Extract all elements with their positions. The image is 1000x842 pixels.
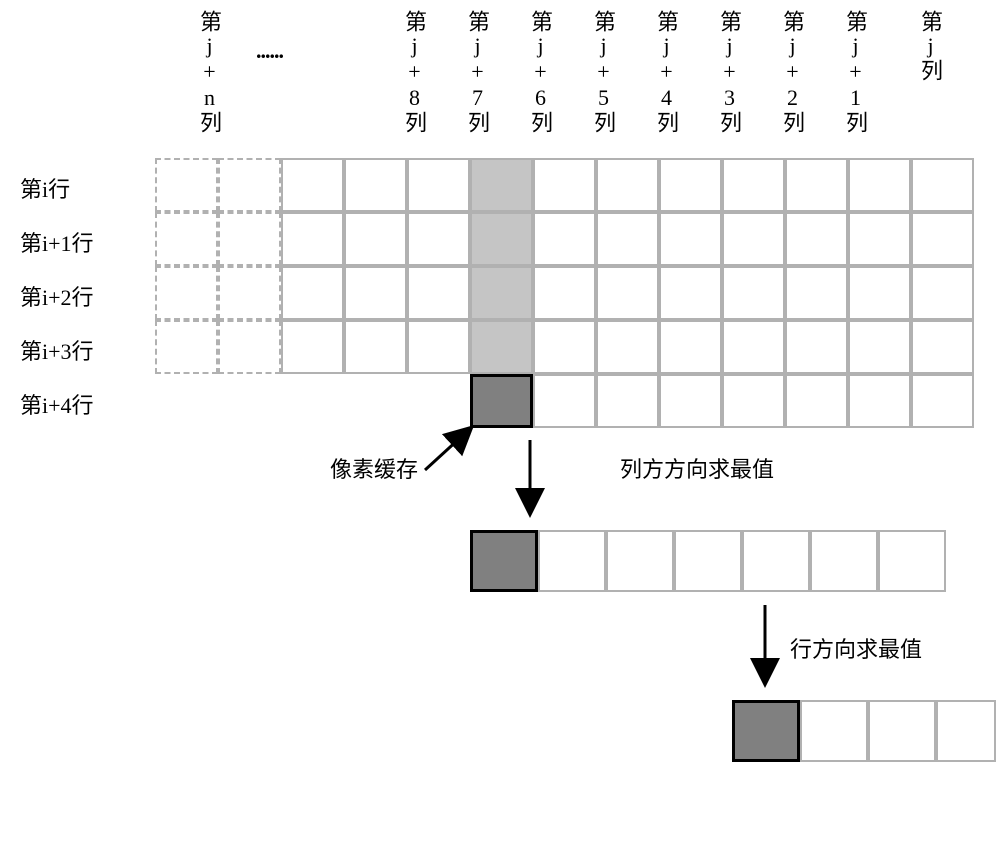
grid-cell: [911, 266, 974, 320]
grid-cell: [848, 212, 911, 266]
grid-cell-highlight: [470, 320, 533, 374]
grid-cell: [848, 374, 911, 428]
grid-cell: [344, 158, 407, 212]
grid-cell: [218, 320, 281, 374]
grid-cell: [848, 158, 911, 212]
col-header-j6: 第j+6列: [524, 10, 556, 134]
grid-cell: [659, 158, 722, 212]
row-header-i: 第i行: [20, 172, 70, 204]
grid-cell-highlight: [470, 266, 533, 320]
grid-cell: [344, 212, 407, 266]
grid-cell: [218, 158, 281, 212]
grid-cell: [722, 320, 785, 374]
row-header-i1: 第i+1行: [20, 226, 94, 258]
grid-cell: [281, 266, 344, 320]
grid-cell: [722, 212, 785, 266]
grid-cell: [596, 212, 659, 266]
col-header-j7: 第j+7列: [461, 10, 493, 134]
grid-cell: [155, 212, 218, 266]
grid-cell: [344, 266, 407, 320]
grid-cell: [722, 374, 785, 428]
grid-cell: [911, 212, 974, 266]
diagram-container: 第j+n列 ...... 第j+8列 第j+7列 第j+6列 第j+5列 第j+…: [0, 0, 1000, 842]
grid-cell: [218, 266, 281, 320]
grid-cell: [785, 266, 848, 320]
arrow-pixel-to-dark: [425, 427, 472, 470]
grid-cell: [281, 158, 344, 212]
col-header-j5: 第j+5列: [587, 10, 619, 134]
bot-cell: [868, 700, 936, 762]
col-header-j2: 第j+2列: [776, 10, 808, 134]
grid-cell: [911, 374, 974, 428]
grid-cell-dark: [470, 374, 533, 428]
grid-cell: [596, 158, 659, 212]
grid-cell: [344, 320, 407, 374]
grid-cell: [407, 266, 470, 320]
grid-cell: [155, 320, 218, 374]
grid-cell: [785, 320, 848, 374]
label-pixel-cache: 像素缓存: [330, 452, 418, 484]
grid-cell: [722, 158, 785, 212]
grid-cell: [659, 320, 722, 374]
mid-cell: [742, 530, 810, 592]
grid-cell: [848, 320, 911, 374]
grid-cell: [911, 158, 974, 212]
grid-cell-highlight: [470, 212, 533, 266]
mid-cell: [538, 530, 606, 592]
grid-cell: [155, 266, 218, 320]
grid-cell: [281, 320, 344, 374]
label-col-direction: 列方方向求最值: [620, 452, 774, 484]
mid-cell: [606, 530, 674, 592]
col-header-jn: 第j+n列: [193, 10, 225, 134]
grid-cell: [659, 374, 722, 428]
row-header-i2: 第i+2行: [20, 280, 94, 312]
grid-cell: [785, 158, 848, 212]
col-header-j4: 第j+4列: [650, 10, 682, 134]
grid-cell: [533, 212, 596, 266]
grid-cell: [407, 212, 470, 266]
col-header-j: 第j列: [914, 10, 946, 82]
label-row-direction: 行方向求最值: [790, 632, 922, 664]
bot-cell-dark: [732, 700, 800, 762]
grid-cell: [533, 320, 596, 374]
bot-cell: [800, 700, 868, 762]
grid-cell: [155, 158, 218, 212]
grid-cell-highlight: [470, 158, 533, 212]
grid-cell: [407, 320, 470, 374]
mid-cell: [878, 530, 946, 592]
col-header-j3: 第j+3列: [713, 10, 745, 134]
grid-cell: [785, 374, 848, 428]
grid-cell: [596, 374, 659, 428]
mid-cell: [810, 530, 878, 592]
mid-cell: [674, 530, 742, 592]
grid-cell: [659, 266, 722, 320]
col-header-j8: 第j+8列: [398, 10, 430, 134]
grid-cell: [722, 266, 785, 320]
grid-cell: [281, 212, 344, 266]
grid-cell: [911, 320, 974, 374]
grid-cell: [596, 320, 659, 374]
grid-cell: [533, 158, 596, 212]
grid-cell: [848, 266, 911, 320]
grid-cell: [218, 212, 281, 266]
grid-cell: [659, 212, 722, 266]
grid-cell: [785, 212, 848, 266]
grid-cell: [596, 266, 659, 320]
col-header-ellipsis: ......: [256, 38, 283, 64]
grid-cell: [407, 158, 470, 212]
grid-cell: [533, 374, 596, 428]
mid-cell-dark: [470, 530, 538, 592]
row-header-i3: 第i+3行: [20, 334, 94, 366]
grid-cell: [533, 266, 596, 320]
row-header-i4: 第i+4行: [20, 388, 94, 420]
col-header-j1: 第j+1列: [839, 10, 871, 134]
bot-cell: [936, 700, 996, 762]
